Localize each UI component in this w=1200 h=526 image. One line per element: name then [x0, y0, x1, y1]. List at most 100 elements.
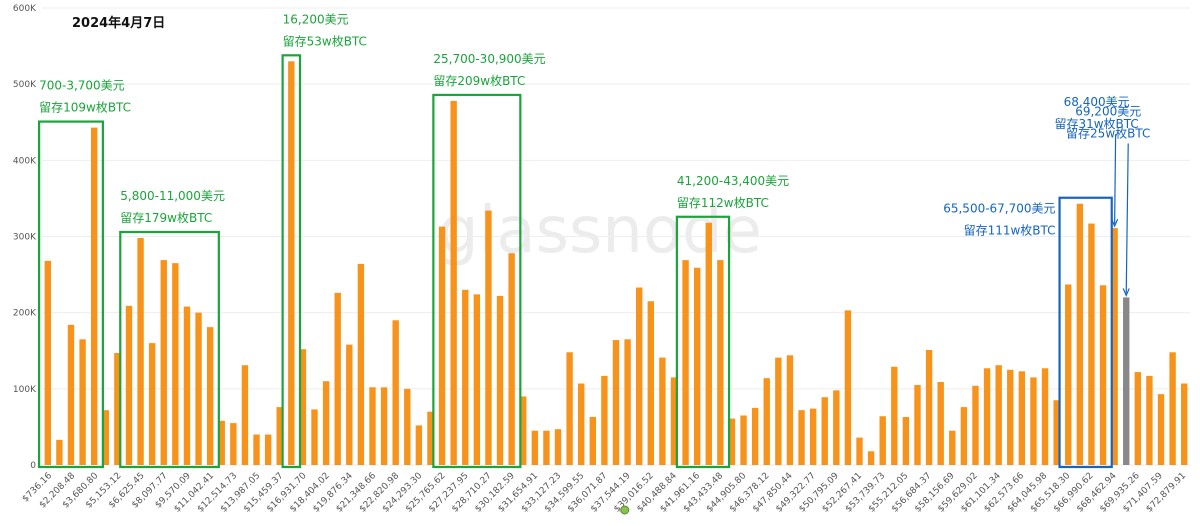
bar — [473, 294, 481, 465]
x-axis: $736.16$2,208.48$3,680.80$5,153.12$6,625… — [21, 471, 1188, 515]
bar — [786, 355, 794, 465]
bar — [206, 327, 214, 465]
bar — [844, 310, 852, 465]
bars — [44, 61, 1188, 466]
bar — [520, 396, 527, 465]
y-tick-label: 100K — [13, 385, 37, 395]
bar — [1018, 371, 1026, 465]
bar — [879, 416, 886, 465]
y-axis: 0 100K 200K 300K 400K 500K 600K — [13, 4, 37, 471]
annotation-arrowhead — [1111, 218, 1119, 228]
bar — [1181, 383, 1188, 465]
bar — [56, 439, 63, 465]
y-tick-label: 300K — [13, 233, 37, 243]
y-tick-label: 400K — [13, 156, 37, 166]
bar — [972, 385, 979, 465]
bar — [949, 430, 956, 465]
bar — [693, 267, 701, 465]
range-box — [38, 120, 104, 469]
bar — [1099, 285, 1107, 465]
bar — [647, 301, 654, 465]
annotation-price-range: 68,400美元 — [1064, 95, 1130, 109]
annotation-arrowhead — [1122, 288, 1130, 297]
bar — [485, 210, 492, 465]
bar — [821, 397, 828, 465]
bar — [531, 430, 539, 465]
bar — [102, 410, 109, 465]
bar — [380, 387, 388, 465]
annotation-supply-held: 留存209w枚BTC — [433, 73, 525, 88]
bar — [728, 418, 736, 465]
bar — [659, 357, 666, 465]
bar — [775, 357, 782, 465]
price-marker — [620, 505, 630, 515]
bar — [1157, 394, 1165, 465]
bar — [670, 377, 678, 465]
bar — [172, 263, 179, 465]
bar — [415, 425, 423, 465]
annotation-supply-held: 留存112w枚BTC — [677, 195, 769, 210]
bar — [891, 366, 898, 465]
bar — [867, 451, 875, 465]
bar — [299, 349, 307, 465]
bar — [763, 378, 770, 465]
bar — [705, 222, 712, 465]
bar — [1053, 400, 1060, 465]
bar — [1041, 368, 1049, 465]
bar — [148, 343, 156, 465]
annotation-supply-held: 留存31w枚BTC — [1054, 116, 1138, 131]
bar — [183, 306, 191, 465]
bar — [160, 260, 167, 465]
range-box — [432, 93, 522, 469]
bar — [67, 324, 75, 465]
bar — [137, 238, 144, 465]
y-tick-label: 200K — [13, 309, 37, 319]
bar — [496, 295, 504, 465]
bar — [462, 289, 469, 465]
y-tick-label: 0 — [30, 461, 36, 471]
annotation-arrow-line — [1125, 143, 1129, 294]
bar — [1111, 228, 1118, 465]
bar — [357, 263, 365, 465]
annotation-supply-held: 留存53w枚BTC — [283, 33, 367, 48]
bar — [995, 365, 1002, 465]
annotation-price-range: 700-3,700美元 — [39, 79, 125, 93]
bar — [751, 407, 759, 465]
range-box — [119, 230, 220, 469]
bar — [809, 408, 817, 465]
bar — [438, 226, 446, 465]
bar — [311, 409, 318, 465]
bar — [1030, 377, 1037, 465]
bar — [230, 423, 237, 465]
bar — [925, 349, 933, 465]
bar — [983, 368, 991, 465]
bar — [566, 352, 573, 465]
bar — [960, 407, 968, 465]
range-box — [1058, 196, 1113, 469]
annotation-supply-held: 留存179w枚BTC — [120, 210, 212, 225]
bar — [288, 61, 295, 466]
bar — [90, 127, 98, 465]
bar — [1123, 297, 1130, 465]
bar — [1134, 372, 1142, 465]
y-tick-label: 600K — [13, 4, 37, 14]
bar — [346, 344, 353, 465]
bar — [114, 353, 121, 465]
bar — [833, 390, 840, 465]
bar — [276, 407, 283, 465]
bar — [79, 339, 86, 465]
bar — [322, 381, 330, 465]
bar — [253, 434, 260, 465]
bar — [1088, 223, 1095, 465]
bar — [856, 437, 863, 465]
annotation-price-range: 65,500-67,700美元 — [943, 202, 1055, 216]
bar — [241, 365, 249, 465]
bar — [798, 410, 805, 465]
bar — [1007, 369, 1014, 465]
bar — [369, 387, 376, 465]
bar — [902, 417, 910, 465]
bar — [543, 430, 550, 465]
bar — [937, 381, 944, 465]
bar — [624, 339, 631, 465]
